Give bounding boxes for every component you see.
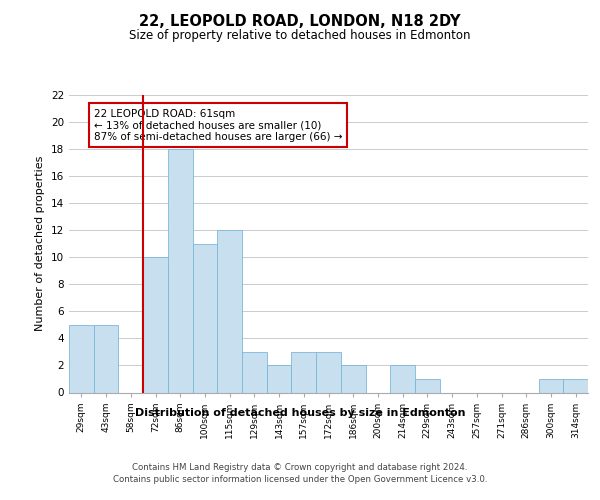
Bar [193, 244, 217, 392]
Bar [539, 379, 563, 392]
Text: Size of property relative to detached houses in Edmonton: Size of property relative to detached ho… [129, 29, 471, 42]
Text: 22 LEOPOLD ROAD: 61sqm
← 13% of detached houses are smaller (10)
87% of semi-det: 22 LEOPOLD ROAD: 61sqm ← 13% of detached… [94, 108, 342, 142]
Bar [341, 366, 365, 392]
Bar [69, 325, 94, 392]
Bar [217, 230, 242, 392]
Bar [563, 379, 588, 392]
Bar [94, 325, 118, 392]
Text: Contains public sector information licensed under the Open Government Licence v3: Contains public sector information licen… [113, 475, 487, 484]
Bar [143, 258, 168, 392]
Text: Distribution of detached houses by size in Edmonton: Distribution of detached houses by size … [135, 408, 465, 418]
Bar [415, 379, 440, 392]
Bar [267, 366, 292, 392]
Text: 22, LEOPOLD ROAD, LONDON, N18 2DY: 22, LEOPOLD ROAD, LONDON, N18 2DY [139, 14, 461, 29]
Bar [168, 149, 193, 392]
Bar [390, 366, 415, 392]
Bar [316, 352, 341, 393]
Y-axis label: Number of detached properties: Number of detached properties [35, 156, 46, 332]
Text: Contains HM Land Registry data © Crown copyright and database right 2024.: Contains HM Land Registry data © Crown c… [132, 462, 468, 471]
Bar [242, 352, 267, 393]
Bar [292, 352, 316, 393]
